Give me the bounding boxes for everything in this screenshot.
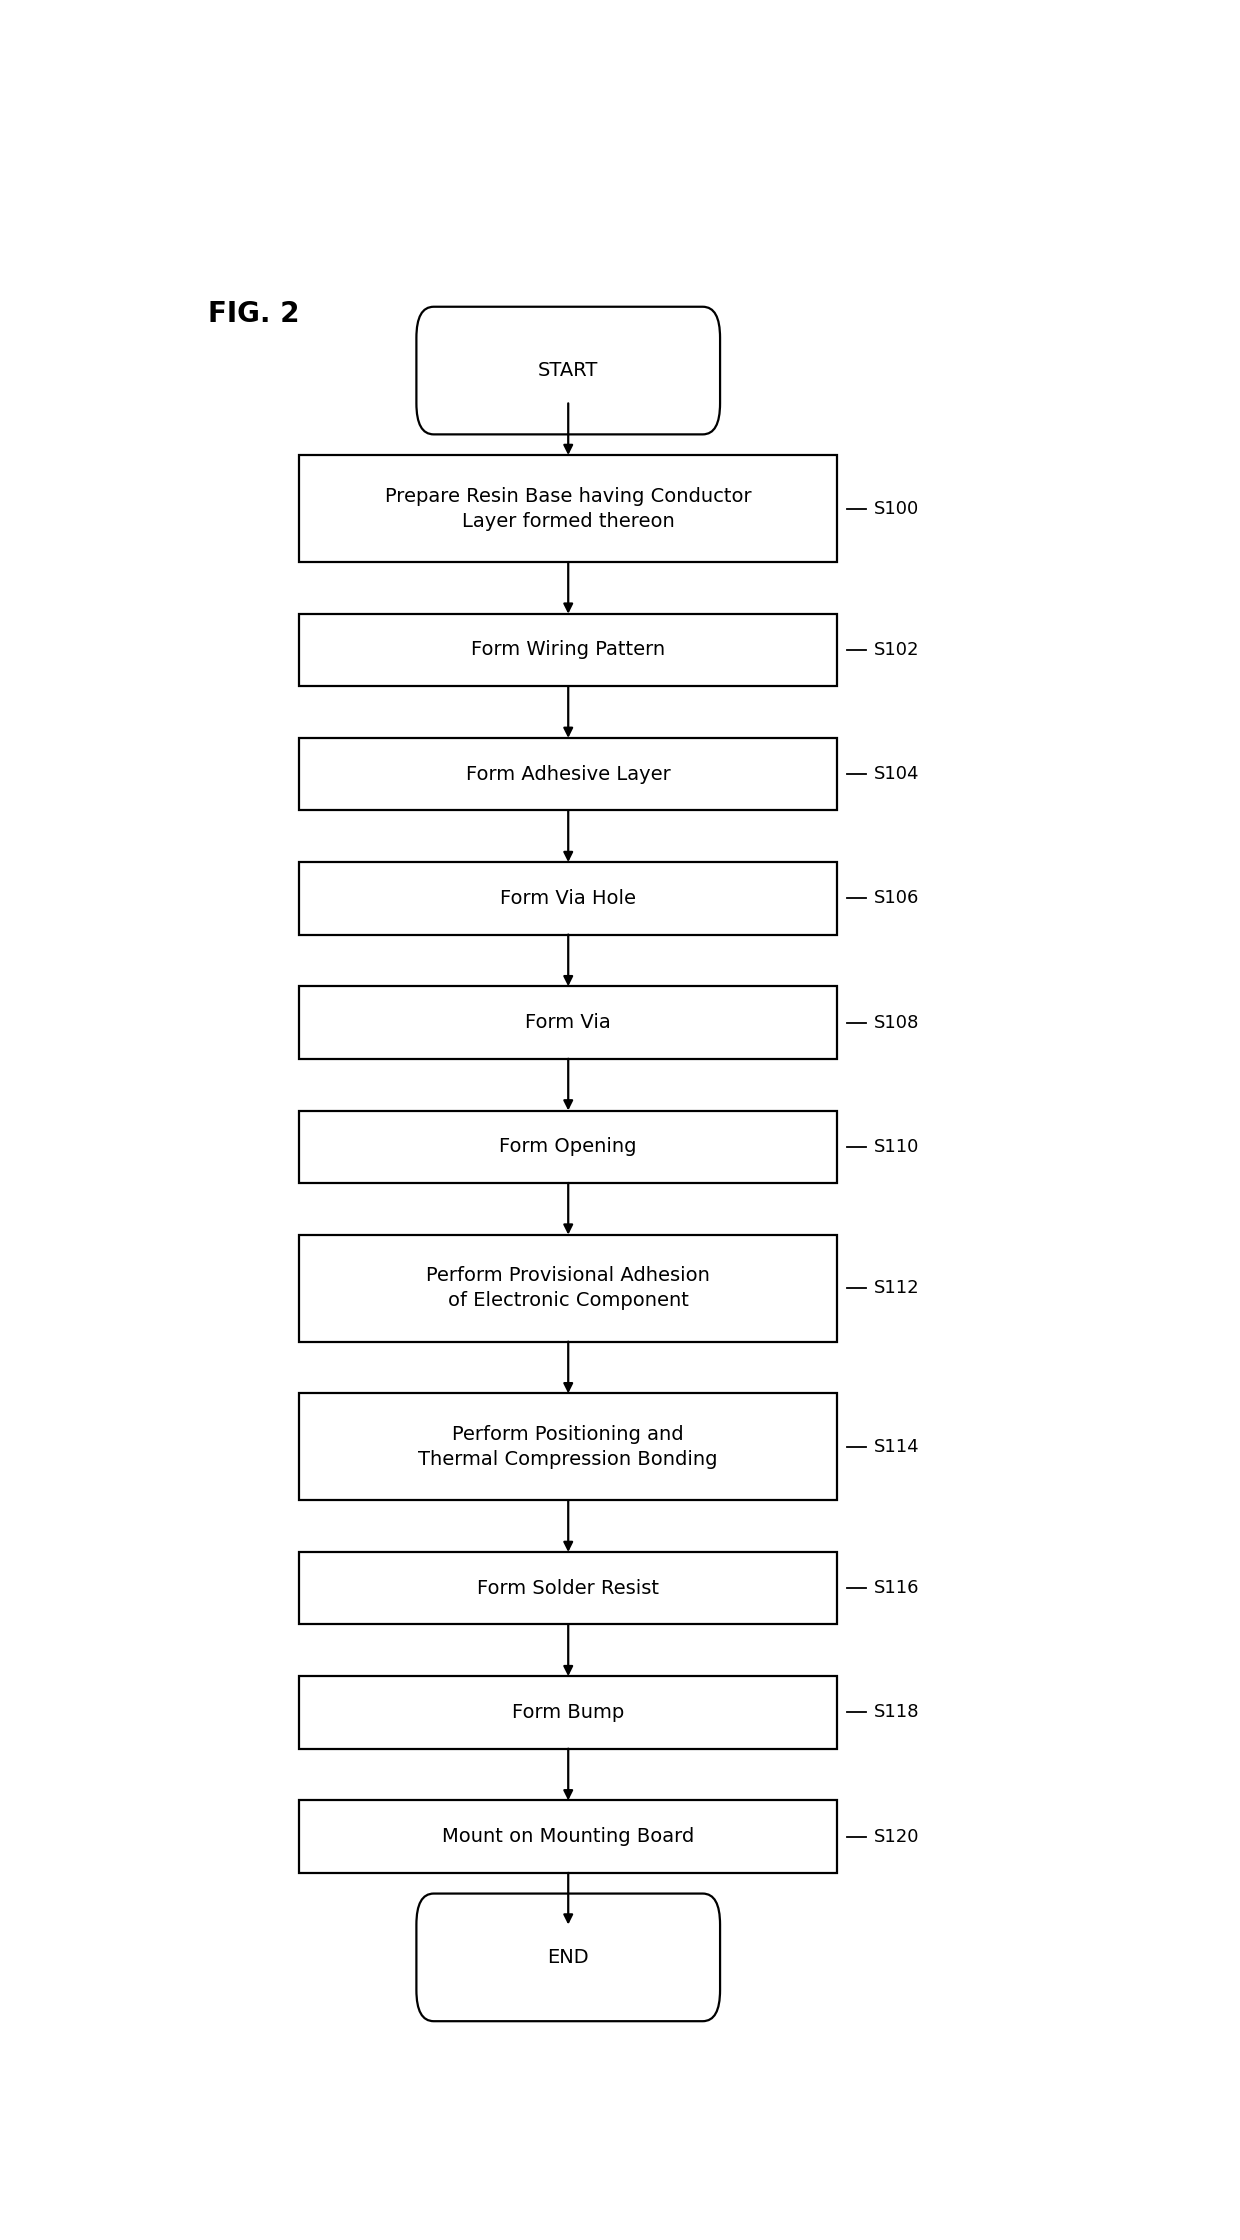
- Text: S102: S102: [874, 641, 919, 659]
- Text: Perform Positioning and
Thermal Compression Bonding: Perform Positioning and Thermal Compress…: [418, 1425, 718, 1469]
- Text: END: END: [547, 1949, 589, 1967]
- Text: S110: S110: [874, 1138, 919, 1156]
- Text: Form Solder Resist: Form Solder Resist: [477, 1579, 660, 1597]
- Bar: [299, 1234, 837, 1342]
- Text: Prepare Resin Base having Conductor
Layer formed thereon: Prepare Resin Base having Conductor Laye…: [384, 486, 751, 531]
- FancyBboxPatch shape: [417, 307, 720, 435]
- Bar: [299, 737, 837, 811]
- Bar: [299, 455, 837, 562]
- Bar: [299, 986, 837, 1060]
- Text: S114: S114: [874, 1438, 919, 1456]
- FancyBboxPatch shape: [417, 1893, 720, 2020]
- Text: FIG. 2: FIG. 2: [208, 300, 299, 327]
- Text: Mount on Mounting Board: Mount on Mounting Board: [443, 1828, 694, 1846]
- Text: S100: S100: [874, 500, 919, 517]
- Text: S104: S104: [874, 766, 919, 784]
- Text: Form Adhesive Layer: Form Adhesive Layer: [466, 764, 671, 784]
- Text: Form Via: Form Via: [526, 1012, 611, 1033]
- Text: Form Bump: Form Bump: [512, 1702, 625, 1723]
- Text: S116: S116: [874, 1579, 919, 1597]
- Text: Form Wiring Pattern: Form Wiring Pattern: [471, 641, 666, 659]
- Text: START: START: [538, 361, 599, 381]
- Text: Perform Provisional Adhesion
of Electronic Component: Perform Provisional Adhesion of Electron…: [427, 1266, 711, 1310]
- Text: S108: S108: [874, 1012, 919, 1033]
- Text: S106: S106: [874, 889, 919, 907]
- Bar: [299, 614, 837, 685]
- Text: S112: S112: [874, 1279, 919, 1297]
- Text: Form Opening: Form Opening: [500, 1138, 637, 1156]
- Bar: [299, 1111, 837, 1183]
- Text: S118: S118: [874, 1702, 919, 1723]
- Bar: [299, 1552, 837, 1624]
- Bar: [299, 1393, 837, 1501]
- Bar: [299, 862, 837, 934]
- Text: Form Via Hole: Form Via Hole: [500, 889, 636, 907]
- Bar: [299, 1801, 837, 1873]
- Bar: [299, 1676, 837, 1749]
- Text: S120: S120: [874, 1828, 919, 1846]
